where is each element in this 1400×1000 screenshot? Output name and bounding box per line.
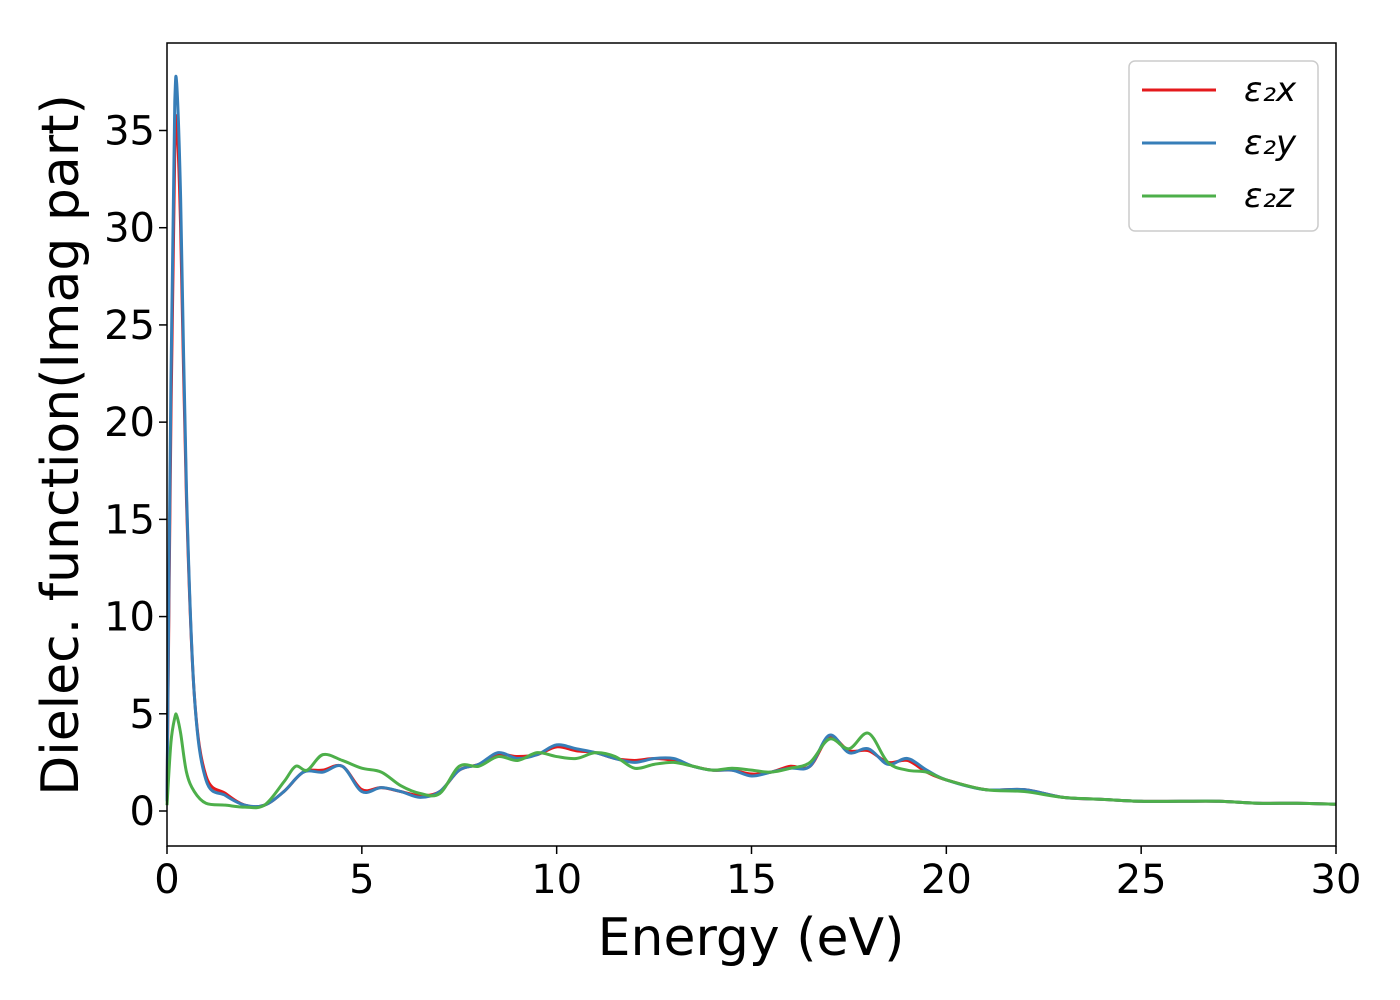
y-tick-label: 25	[104, 303, 155, 349]
legend-box	[1128, 60, 1319, 232]
y-tick-label: 15	[104, 497, 155, 543]
x-axis: 0 5 10 15 20 25 30	[154, 846, 1361, 903]
legend: ε₂x ε₂y ε₂z	[1128, 60, 1319, 232]
legend-label-x: ε₂x	[1244, 70, 1297, 110]
series-line-z	[165, 712, 1337, 810]
y-tick-label: 10	[104, 595, 155, 641]
y-tick-label: 30	[104, 206, 155, 252]
y-tick-label: 5	[130, 692, 155, 738]
x-tick-label: 25	[1116, 857, 1167, 903]
x-tick-label: 15	[726, 857, 777, 903]
x-tick-label: 20	[921, 857, 972, 903]
legend-label-z: ε₂z	[1244, 176, 1295, 216]
series-layer	[165, 74, 1337, 810]
y-tick-label: 35	[104, 108, 155, 154]
x-axis-title: Energy (eV)	[598, 908, 905, 968]
y-axis: 0 5 10 15 20 25 30 35	[104, 108, 167, 835]
legend-label-y: ε₂y	[1244, 123, 1297, 163]
x-tick-label: 30	[1311, 857, 1362, 903]
x-tick-label: 5	[349, 857, 374, 903]
y-tick-label: 20	[104, 400, 155, 446]
x-tick-label: 10	[531, 857, 582, 903]
y-tick-label: 0	[130, 789, 155, 835]
y-axis-title: Dielec. function(Imag part)	[31, 94, 91, 796]
x-tick-label: 0	[154, 857, 179, 903]
